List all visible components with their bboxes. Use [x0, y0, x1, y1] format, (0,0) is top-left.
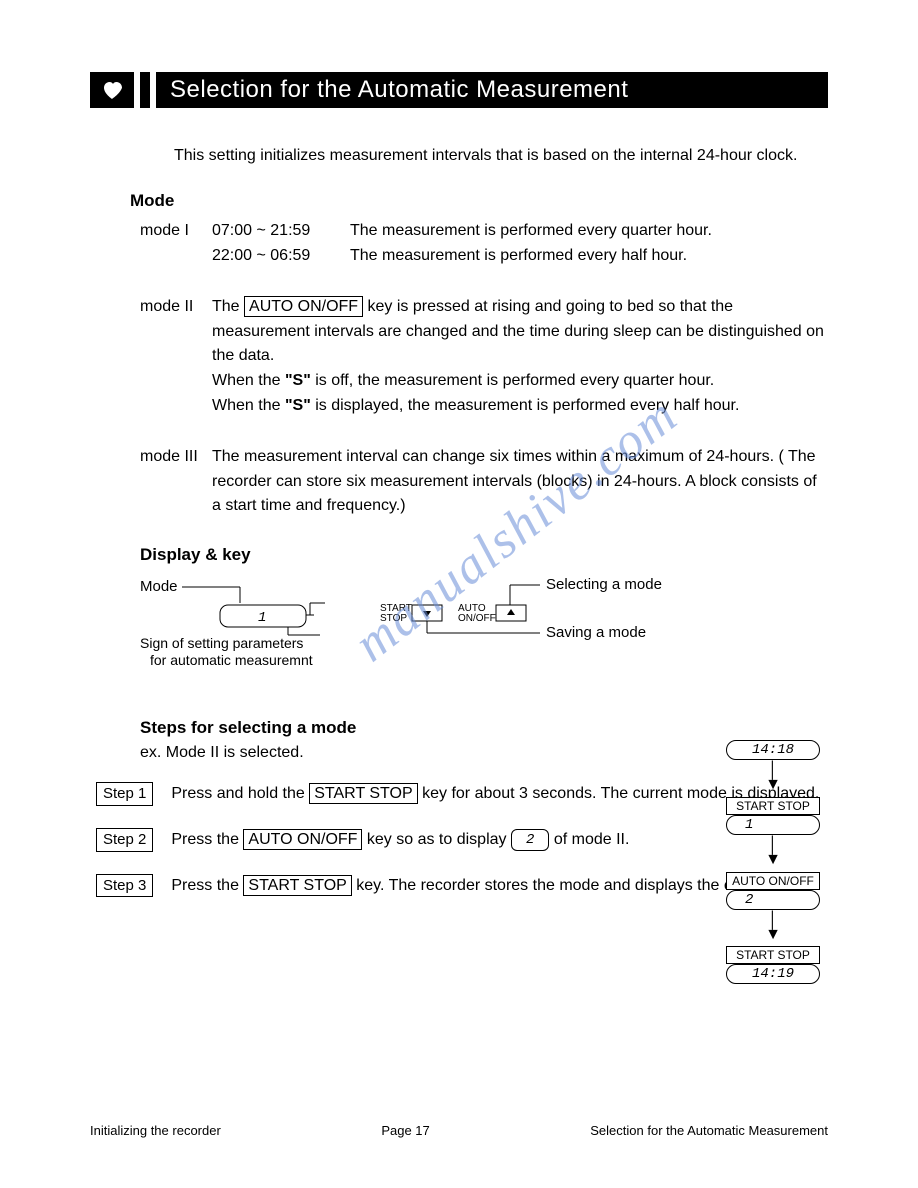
flow-time-2: 14:19	[726, 964, 820, 984]
dk-sign-2: for automatic measuremnt	[150, 652, 313, 668]
mode-2: mode II The AUTO ON/OFF key is pressed a…	[140, 295, 828, 419]
step-2-mid: key so as to display	[362, 831, 511, 848]
flow-disp-2: 2	[726, 890, 820, 910]
mode-1-time-1: 07:00 ~ 21:59	[212, 219, 332, 244]
step-1-badge: Step 1	[96, 782, 153, 806]
header-divider	[140, 72, 150, 108]
footer-left: Initializing the recorder	[90, 1123, 221, 1138]
mode-3-label: mode III	[140, 445, 212, 519]
heart-icon	[90, 72, 134, 108]
mode-2-l3a: When the	[212, 397, 285, 414]
steps-heading: Steps for selecting a mode	[140, 718, 828, 738]
footer-center: Page 17	[381, 1123, 429, 1138]
auto-onoff-key-2: AUTO ON/OFF	[243, 829, 362, 850]
mode-1-time-2: 22:00 ~ 06:59	[212, 244, 332, 269]
mode-2-l2b: is off, the measurement is performed eve…	[311, 372, 714, 389]
mode-3-text: The measurement interval can change six …	[212, 445, 828, 519]
step-flow-diagram: 14:18 │▼ START STOP 1 │▼ AUTO ON/OFF 2 │…	[718, 740, 828, 984]
arrow-down-icon: │▼	[718, 760, 828, 797]
page-title: Selection for the Automatic Measurement	[156, 72, 828, 108]
flow-disp-1: 1	[726, 815, 820, 835]
mode-1-desc-2: The measurement is performed every half …	[350, 244, 687, 269]
step-1-pre: Press and hold the	[171, 785, 309, 802]
dk-sel: Selecting a mode	[546, 576, 662, 593]
display-key-heading: Display & key	[140, 545, 828, 565]
mode-2-l2a: When the	[212, 372, 285, 389]
intro-text: This setting initializes measurement int…	[174, 144, 828, 167]
dk-sign-1: Sign of setting parameters	[140, 635, 303, 651]
arrow-down-icon: │▼	[718, 835, 828, 872]
flow-btn-3: START STOP	[726, 946, 820, 964]
start-stop-key-1: START STOP	[309, 783, 417, 804]
step-2-pre: Press the	[171, 831, 243, 848]
flow-btn-2: AUTO ON/OFF	[726, 872, 820, 890]
display-key-diagram: Mode 1 Sign of setting parameters for au…	[140, 573, 700, 683]
mode-2-label: mode II	[140, 295, 212, 419]
s-char-1: "S"	[285, 372, 311, 389]
dk-lcd-val: 1	[258, 610, 266, 626]
mode-2-l3b: is displayed, the measurement is perform…	[311, 397, 740, 414]
dk-btn-ao-2: ON/OFF	[458, 613, 496, 624]
start-stop-key-2: START STOP	[243, 875, 351, 896]
mode-1-desc-1: The measurement is performed every quart…	[350, 219, 712, 244]
s-char-2: "S"	[285, 397, 311, 414]
mode-3: mode III The measurement interval can ch…	[140, 445, 828, 519]
mode-2-pre: The	[212, 298, 244, 315]
step-3-post: key. The recorder stores the mode and di…	[352, 877, 765, 894]
dk-save: Saving a mode	[546, 624, 646, 641]
auto-onoff-key: AUTO ON/OFF	[244, 296, 363, 317]
step-3-badge: Step 3	[96, 874, 153, 898]
dk-mode-label: Mode	[140, 578, 178, 595]
step-2-badge: Step 2	[96, 828, 153, 852]
page-footer: Initializing the recorder Page 17 Select…	[90, 1123, 828, 1138]
step-2-post: of mode II.	[549, 831, 629, 848]
step-3-pre: Press the	[171, 877, 243, 894]
mode-1-label: mode I	[140, 219, 212, 269]
step-2-lcd: 2	[511, 829, 549, 851]
page-header: Selection for the Automatic Measurement	[90, 72, 828, 108]
flow-time-1: 14:18	[726, 740, 820, 760]
flow-btn-1: START STOP	[726, 797, 820, 815]
footer-right: Selection for the Automatic Measurement	[590, 1123, 828, 1138]
mode-heading: Mode	[130, 191, 828, 211]
dk-btn-ss-2: STOP	[380, 613, 407, 624]
arrow-down-icon: │▼	[718, 910, 828, 947]
mode-1: mode I 07:00 ~ 21:59 The measurement is …	[140, 219, 828, 269]
